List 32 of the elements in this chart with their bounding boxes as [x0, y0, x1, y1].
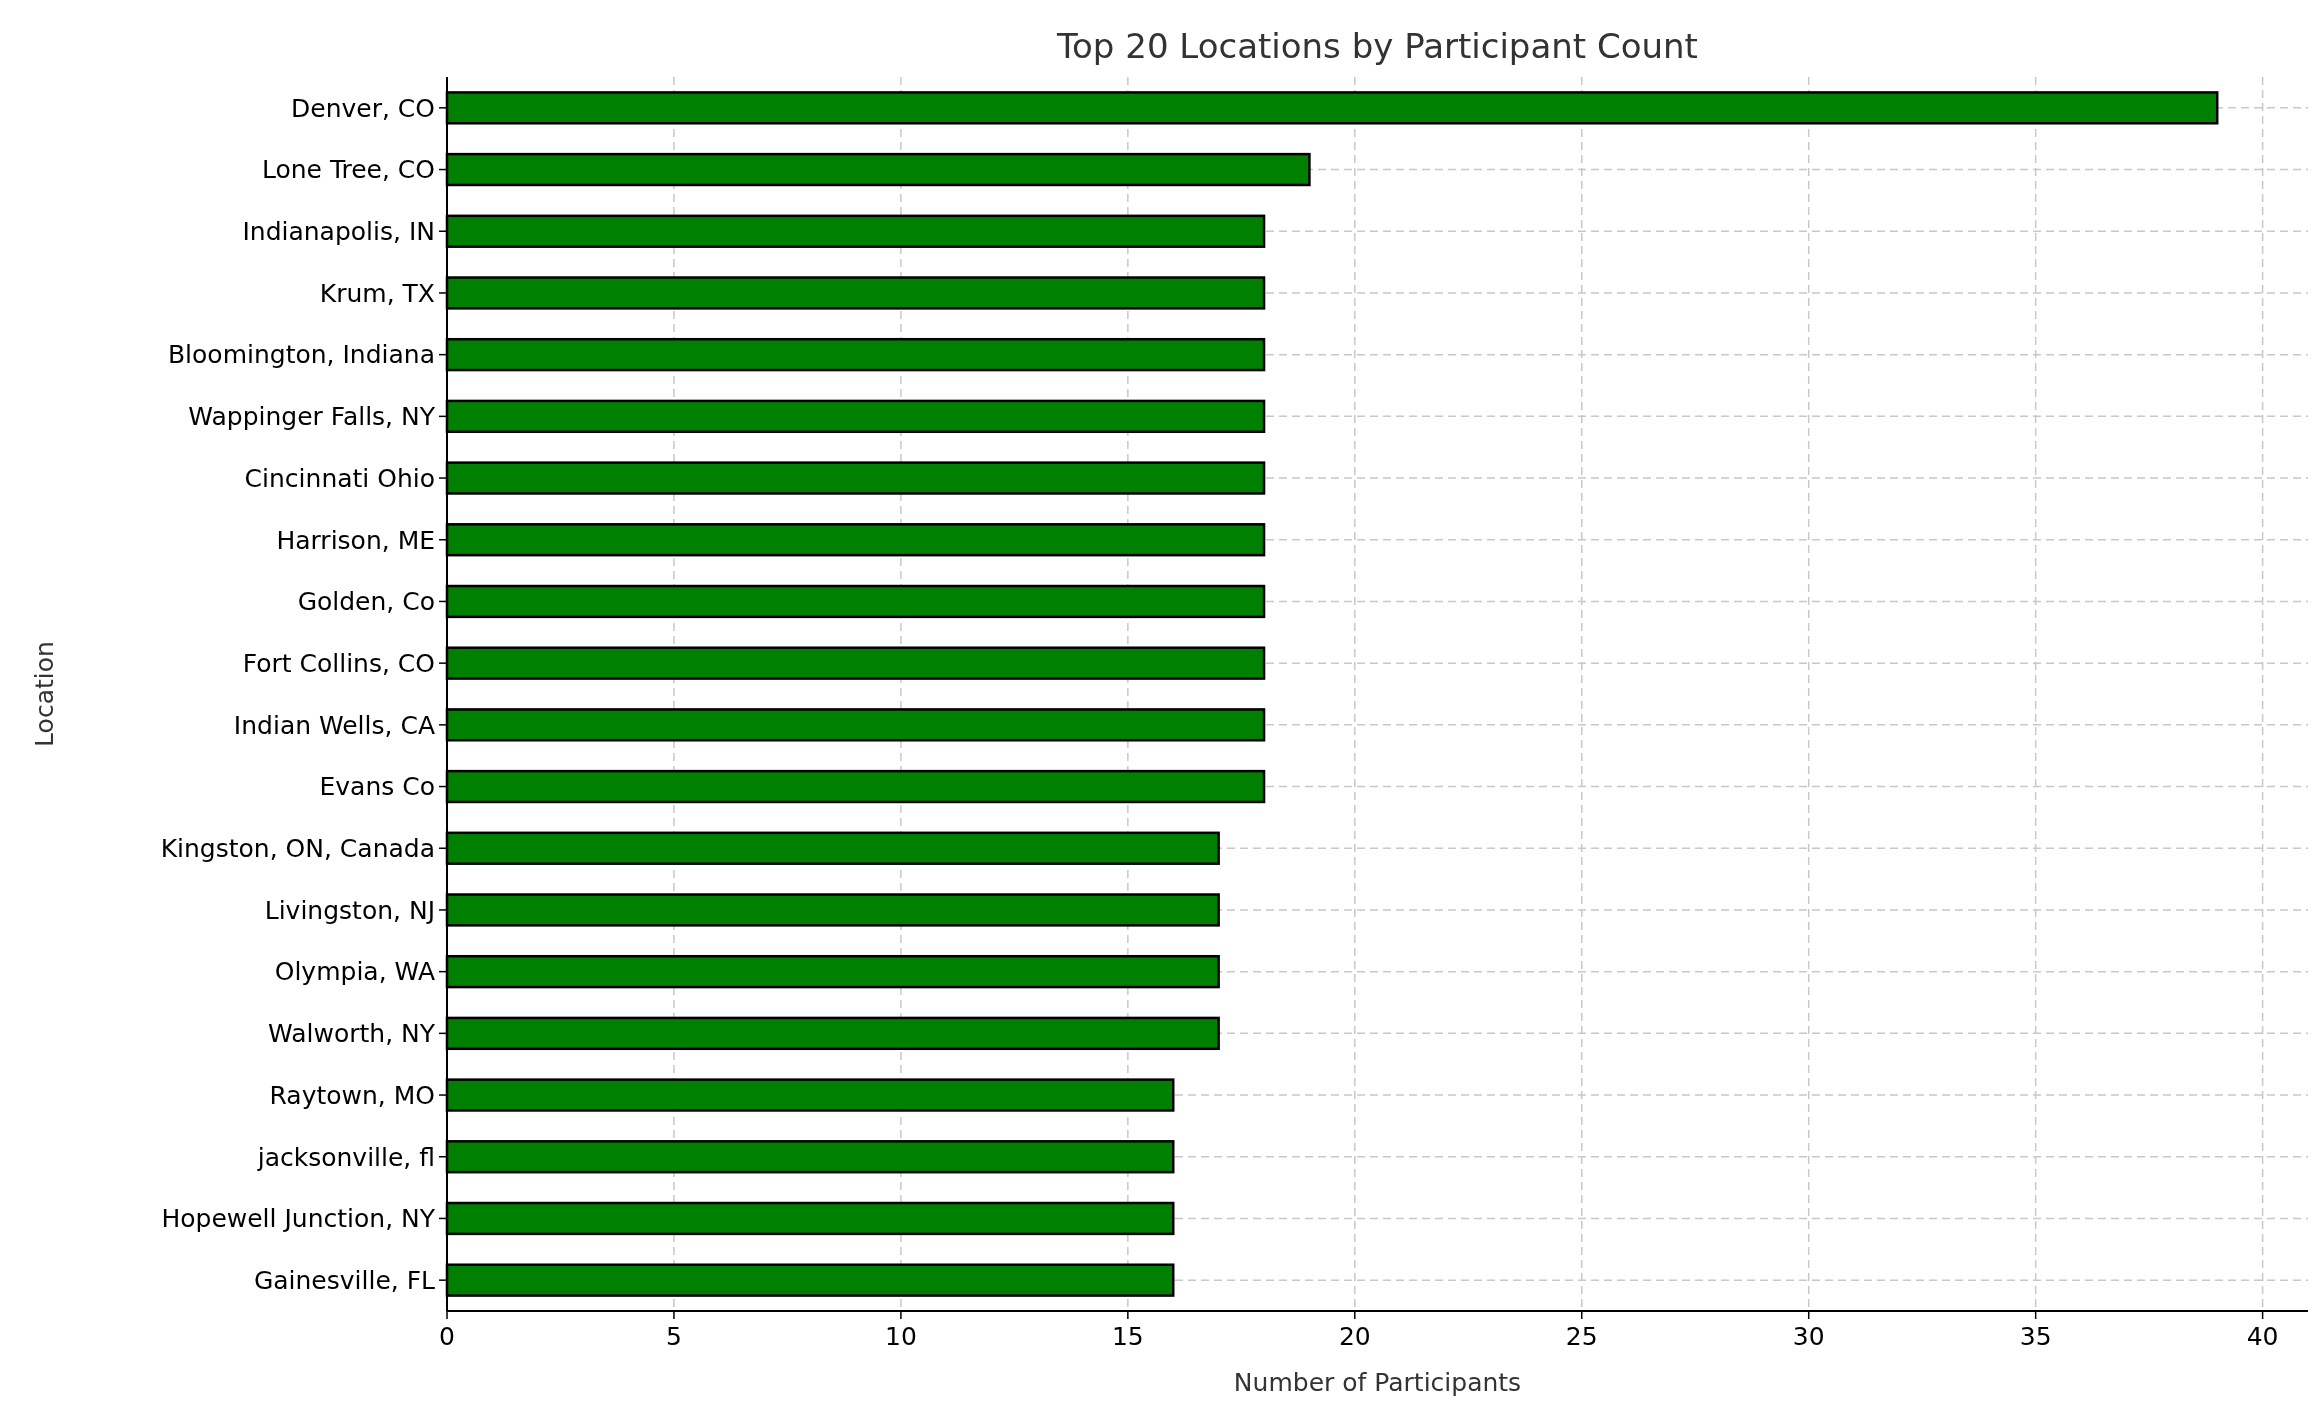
- x-tick-label: 5: [666, 1322, 682, 1351]
- x-tick-label: 10: [885, 1322, 917, 1351]
- y-tick-label: Krum, TX: [319, 278, 435, 308]
- y-tick-label: Livingston, NJ: [264, 895, 435, 925]
- y-tick-label: Indianapolis, IN: [242, 217, 435, 246]
- y-axis-title: Location: [30, 641, 59, 747]
- y-tick-label: Denver, CO: [291, 93, 435, 123]
- x-tick-label: 30: [1792, 1322, 1825, 1351]
- x-tick-label: 35: [2019, 1322, 2052, 1351]
- y-tick-label: Kingston, ON, Canada: [160, 834, 435, 863]
- y-tick-label: Gainesville, FL: [253, 1265, 436, 1295]
- y-tick-label: Lone Tree, CO: [261, 155, 435, 185]
- y-tick-label: Walworth, NY: [268, 1019, 436, 1049]
- y-tick-label: Bloomington, Indiana: [167, 340, 435, 370]
- y-tick-label: Harrison, ME: [276, 525, 435, 555]
- y-tick-label: Fort Collins, CO: [242, 648, 435, 678]
- y-tick-label: Evans Co: [319, 772, 435, 802]
- x-tick-label: 25: [1565, 1322, 1598, 1351]
- y-tick-label: Raytown, MO: [269, 1080, 435, 1110]
- y-tick-label: Olympia, WA: [274, 957, 435, 987]
- y-tick-label: jacksonville, fl: [256, 1142, 435, 1172]
- x-tick-label: 0: [439, 1322, 455, 1351]
- y-tick-label: Cincinnati Ohio: [244, 463, 435, 493]
- x-tick-label: 15: [1111, 1322, 1144, 1351]
- y-tick-label: Hopewell Junction, NY: [161, 1204, 436, 1234]
- x-tick-label: 40: [2246, 1322, 2279, 1351]
- x-tick-label: 20: [1338, 1322, 1371, 1351]
- chart-title: Top 20 Locations by Participant Count: [1056, 26, 1698, 66]
- y-tick-label: Wappinger Falls, NY: [188, 402, 436, 432]
- x-axis-title: Number of Participants: [1233, 1368, 1522, 1397]
- y-tick-label: Golden, Co: [297, 587, 435, 617]
- y-tick-label: Indian Wells, CA: [233, 710, 435, 740]
